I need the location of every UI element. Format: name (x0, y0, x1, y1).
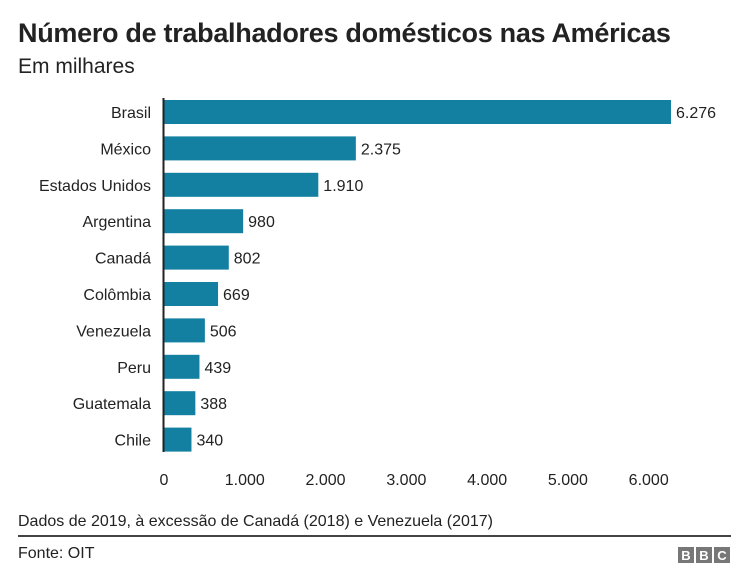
category-label: Chile (115, 433, 152, 450)
category-label: Colômbia (83, 287, 151, 304)
chart-title: Número de trabalhadores domésticos nas A… (18, 18, 671, 48)
data-label: 980 (248, 214, 275, 231)
bar (164, 354, 200, 379)
bar (164, 209, 244, 234)
data-label: 340 (196, 433, 223, 450)
data-label: 388 (200, 396, 227, 413)
bar (164, 318, 205, 343)
data-label: 439 (204, 360, 231, 377)
category-label: Estados Unidos (39, 178, 151, 195)
chart-note: Dados de 2019, à excessão de Canadá (201… (18, 513, 494, 530)
chart-source: Fonte: OIT (18, 545, 95, 562)
bar (164, 391, 196, 416)
bar (164, 172, 319, 197)
x-tick-label: 5.000 (548, 472, 588, 489)
category-label: Peru (117, 360, 151, 377)
data-label: 2.375 (361, 141, 401, 158)
data-label: 506 (210, 323, 237, 340)
bar (164, 136, 356, 161)
footer-divider (18, 535, 731, 537)
x-tick-label: 2.000 (306, 472, 346, 489)
category-label: Argentina (83, 214, 152, 231)
x-tick-label: 6.000 (629, 472, 669, 489)
x-tick-label: 1.000 (225, 472, 265, 489)
category-label: Brasil (111, 105, 151, 122)
x-tick-label: 0 (160, 472, 169, 489)
data-label: 669 (223, 287, 250, 304)
data-label: 6.276 (676, 105, 716, 122)
category-label: Guatemala (73, 396, 151, 413)
category-label: México (100, 141, 151, 158)
data-label: 802 (234, 251, 261, 268)
bar (164, 282, 219, 306)
x-tick-label: 4.000 (467, 472, 507, 489)
bar (164, 427, 192, 452)
x-tick-label: 3.000 (386, 472, 426, 489)
bar (164, 100, 671, 124)
category-label: Venezuela (76, 323, 151, 340)
data-label: 1.910 (323, 178, 363, 195)
category-label: Canadá (95, 251, 151, 268)
chart-subtitle: Em milhares (18, 55, 135, 78)
bar (164, 245, 229, 270)
